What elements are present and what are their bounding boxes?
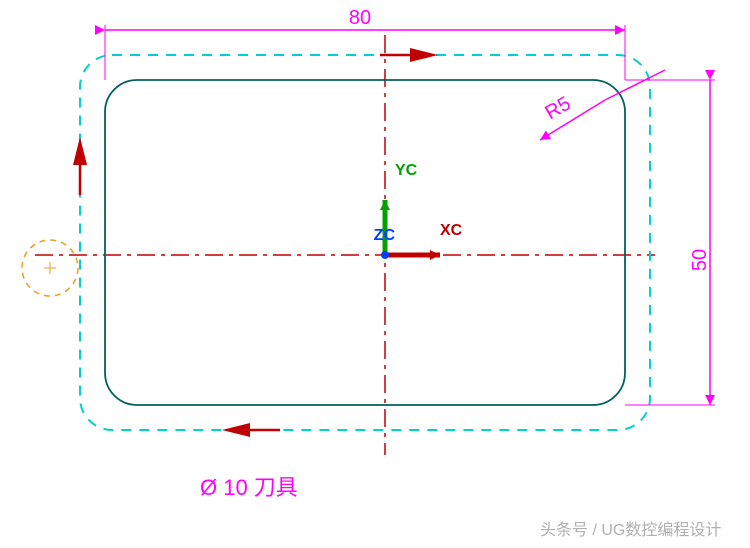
path-arrow-left-head [73,137,87,165]
radius-leader-ext [605,70,665,100]
y-axis-label: YC [395,162,418,179]
watermark-text: 头条号 / UG数控编程设计 [540,521,721,539]
z-axis-label: ZC [374,227,396,244]
dim-right-label: 50 [689,249,711,271]
radius-label: R5 [542,92,575,124]
dim-top-label: 80 [349,7,371,29]
tool-note: Ø 10 刀具 [200,475,298,500]
path-arrow-bottom-head [222,423,250,437]
part-outline [105,80,625,405]
z-origin-dot [381,251,389,259]
path-arrow-top-head [410,48,438,62]
x-axis-label: XC [440,222,463,239]
